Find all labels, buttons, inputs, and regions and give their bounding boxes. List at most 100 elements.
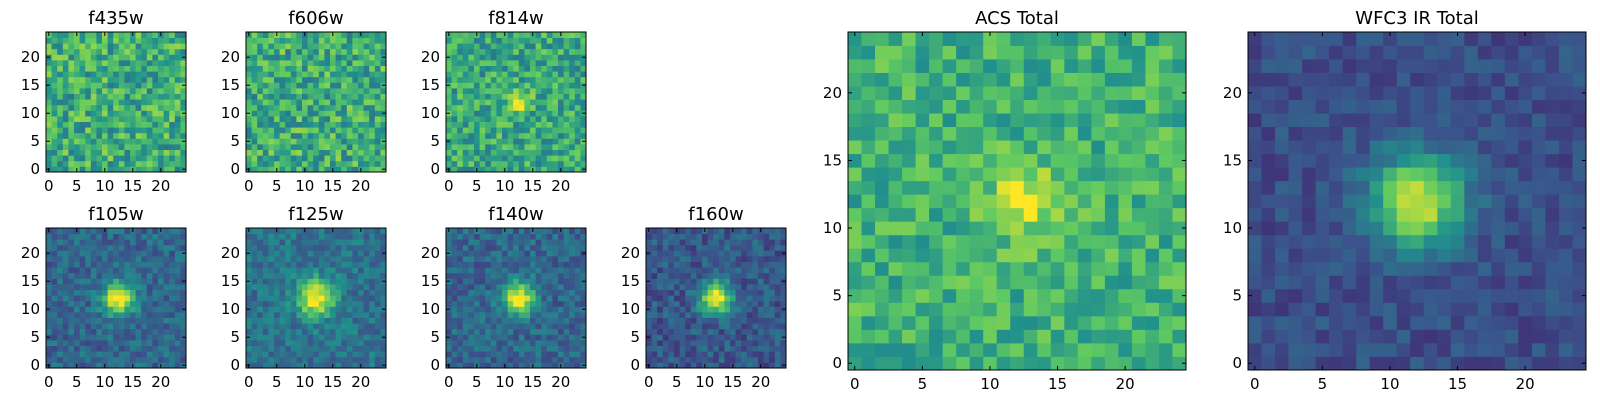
heatmap-cell xyxy=(690,295,697,302)
heatmap-cell xyxy=(569,93,576,100)
heatmap-cell xyxy=(51,317,58,324)
heatmap-cell xyxy=(169,99,176,106)
heatmap-cell xyxy=(524,356,531,363)
heatmap-cell xyxy=(341,32,348,38)
heatmap-cell xyxy=(180,155,187,162)
heatmap-cell xyxy=(141,295,148,302)
heatmap-cell xyxy=(352,54,359,61)
heatmap-cell xyxy=(902,153,916,168)
heatmap-cell xyxy=(451,99,458,106)
heatmap-cell xyxy=(888,261,903,276)
heatmap-cell xyxy=(451,272,458,279)
heatmap-cell xyxy=(983,261,998,276)
heatmap-cell xyxy=(169,323,176,330)
heatmap-cell xyxy=(530,60,536,66)
heatmap-cell xyxy=(169,356,176,363)
heatmap-cell xyxy=(741,300,748,307)
heatmap-cell xyxy=(318,43,325,50)
heatmap-cell xyxy=(324,127,331,134)
heatmap-cell xyxy=(502,121,508,128)
x-tick-label: 15 xyxy=(523,373,542,391)
heatmap-cell xyxy=(374,110,381,117)
heatmap-cell xyxy=(546,256,553,262)
heatmap-cell xyxy=(152,317,159,324)
heatmap-cell xyxy=(274,132,280,139)
heatmap-cell xyxy=(724,351,731,358)
heatmap-cell xyxy=(374,155,381,162)
heatmap-cell xyxy=(1145,207,1160,222)
heatmap-cell xyxy=(158,132,164,139)
heatmap-cell xyxy=(90,32,97,38)
y-tick-label: 0 xyxy=(430,160,440,178)
heatmap-cell xyxy=(875,315,889,330)
heatmap-cell xyxy=(369,110,376,117)
heatmap-cell xyxy=(848,288,862,303)
heatmap-cell xyxy=(113,65,120,72)
heatmap-cell xyxy=(257,256,264,262)
heatmap-cell xyxy=(79,132,86,139)
heatmap-cell xyxy=(546,345,553,352)
heatmap-cell xyxy=(174,340,181,346)
heatmap-cell xyxy=(474,116,480,122)
heatmap-cell xyxy=(1050,288,1065,303)
heatmap-cell xyxy=(552,300,559,307)
heatmap-cell xyxy=(169,289,176,296)
heatmap-cell xyxy=(296,256,303,262)
heatmap-cell xyxy=(158,127,164,134)
heatmap-cell xyxy=(251,160,258,167)
heatmap-cell xyxy=(1023,167,1038,182)
heatmap-cell xyxy=(718,317,725,324)
heatmap-cell xyxy=(558,233,564,240)
heatmap-cell xyxy=(518,48,525,55)
heatmap-cell xyxy=(346,312,353,318)
heatmap-cell xyxy=(180,356,187,363)
heatmap-cell xyxy=(130,71,136,78)
heatmap-cell xyxy=(152,278,159,285)
heatmap-cell xyxy=(552,110,559,117)
heatmap-cell xyxy=(352,239,359,246)
heatmap-cell xyxy=(479,48,486,55)
heatmap-cell xyxy=(118,121,125,128)
heatmap-cell xyxy=(246,121,252,128)
heatmap-cell xyxy=(246,323,252,330)
heatmap-cell xyxy=(296,121,303,128)
heatmap-cell xyxy=(90,43,97,50)
heatmap-cell xyxy=(552,345,559,352)
heatmap-cell xyxy=(113,37,120,44)
heatmap-cell xyxy=(118,306,125,313)
heatmap-cell xyxy=(690,356,697,363)
heatmap-cell xyxy=(268,54,275,61)
heatmap-cell xyxy=(90,233,97,240)
heatmap-cell xyxy=(446,37,452,44)
heatmap-cell xyxy=(85,166,92,173)
heatmap-cell xyxy=(502,351,508,358)
heatmap-cell xyxy=(1037,234,1052,249)
heatmap-cell xyxy=(113,244,120,251)
heatmap-cell xyxy=(558,278,564,285)
heatmap-cell xyxy=(651,334,658,341)
heatmap-cell xyxy=(457,239,464,246)
heatmap-cell xyxy=(324,306,331,313)
heatmap-cell xyxy=(279,261,286,268)
heatmap-cell xyxy=(62,76,69,83)
heatmap-cell xyxy=(763,362,770,369)
heatmap-cell xyxy=(535,127,542,134)
heatmap-cell xyxy=(163,60,170,66)
y-tick-label: 0 xyxy=(30,160,40,178)
heatmap-cell xyxy=(163,340,170,346)
heatmap-cell xyxy=(246,312,252,318)
heatmap-cell xyxy=(479,356,486,363)
heatmap-cell xyxy=(74,76,80,83)
heatmap-cell xyxy=(135,261,142,268)
heatmap-cell xyxy=(330,334,336,341)
heatmap-cell xyxy=(279,88,286,94)
heatmap-cell xyxy=(674,317,680,324)
heatmap-cell xyxy=(158,295,164,302)
heatmap-cell xyxy=(758,317,764,324)
heatmap-cell xyxy=(124,65,131,72)
heatmap-cell xyxy=(113,356,120,363)
heatmap-cell xyxy=(257,76,264,83)
heatmap-cell xyxy=(174,306,181,313)
heatmap-cell xyxy=(79,43,86,50)
heatmap-cell xyxy=(496,345,503,352)
